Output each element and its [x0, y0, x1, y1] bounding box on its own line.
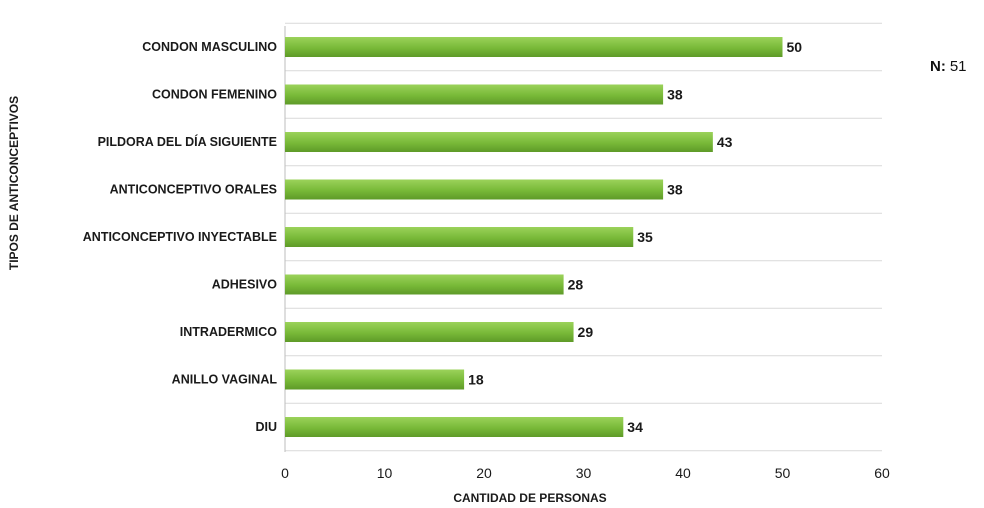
category-label: PILDORA DEL DÍA SIGUIENTE	[98, 134, 277, 149]
category-label: DIU	[255, 420, 277, 434]
bar	[285, 84, 664, 105]
x-tick-label: 0	[281, 465, 289, 481]
y-axis-title: TIPOS DE ANTICONCEPTIVOS	[7, 96, 21, 270]
value-label: 38	[667, 182, 683, 198]
x-tick-label: 20	[476, 465, 492, 481]
value-label: 38	[667, 87, 683, 103]
x-tick-label: 50	[775, 465, 791, 481]
bar	[285, 274, 564, 295]
category-label: INTRADERMICO	[180, 325, 277, 339]
value-labels: 50 38 43 38 35 28 29 18 34	[468, 39, 802, 435]
x-tick-label: 10	[377, 465, 393, 481]
x-tick-label: 40	[675, 465, 691, 481]
sample-size-value: 51	[949, 58, 967, 75]
bar	[285, 227, 634, 247]
value-label: 28	[568, 277, 584, 293]
bar	[285, 37, 783, 57]
bars	[285, 37, 783, 437]
bar	[285, 369, 465, 390]
value-label: 35	[637, 229, 653, 245]
category-label: CONDON MASCULINO	[142, 40, 277, 54]
x-tick-label: 60	[874, 465, 890, 481]
category-label: ANILLO VAGINAL	[172, 373, 278, 387]
category-label: CONDON FEMENINO	[152, 88, 277, 102]
value-label: 50	[787, 39, 803, 55]
x-tick-labels: 0 10 20 30 40 50 60	[281, 465, 890, 481]
category-labels: CONDON MASCULINO CONDON FEMENINO PILDORA D…	[83, 40, 278, 434]
value-label: 29	[578, 324, 594, 340]
sample-size-label: N:	[930, 58, 946, 75]
category-label: ANTICONCEPTIVO INYECTABLE	[83, 230, 277, 244]
value-label: 34	[627, 419, 643, 435]
x-tick-label: 30	[576, 465, 592, 481]
bar	[285, 322, 574, 342]
category-label: ADHESIVO	[212, 278, 278, 292]
bar	[285, 132, 713, 152]
value-label: 43	[717, 134, 733, 150]
bar	[285, 179, 664, 200]
category-label: ANTICONCEPTIVO ORALES	[110, 183, 277, 197]
sample-size-note: N: 51	[930, 58, 967, 75]
value-label: 18	[468, 372, 484, 388]
x-axis-title: CANTIDAD DE PERSONAS	[453, 491, 606, 505]
bar	[285, 417, 624, 437]
